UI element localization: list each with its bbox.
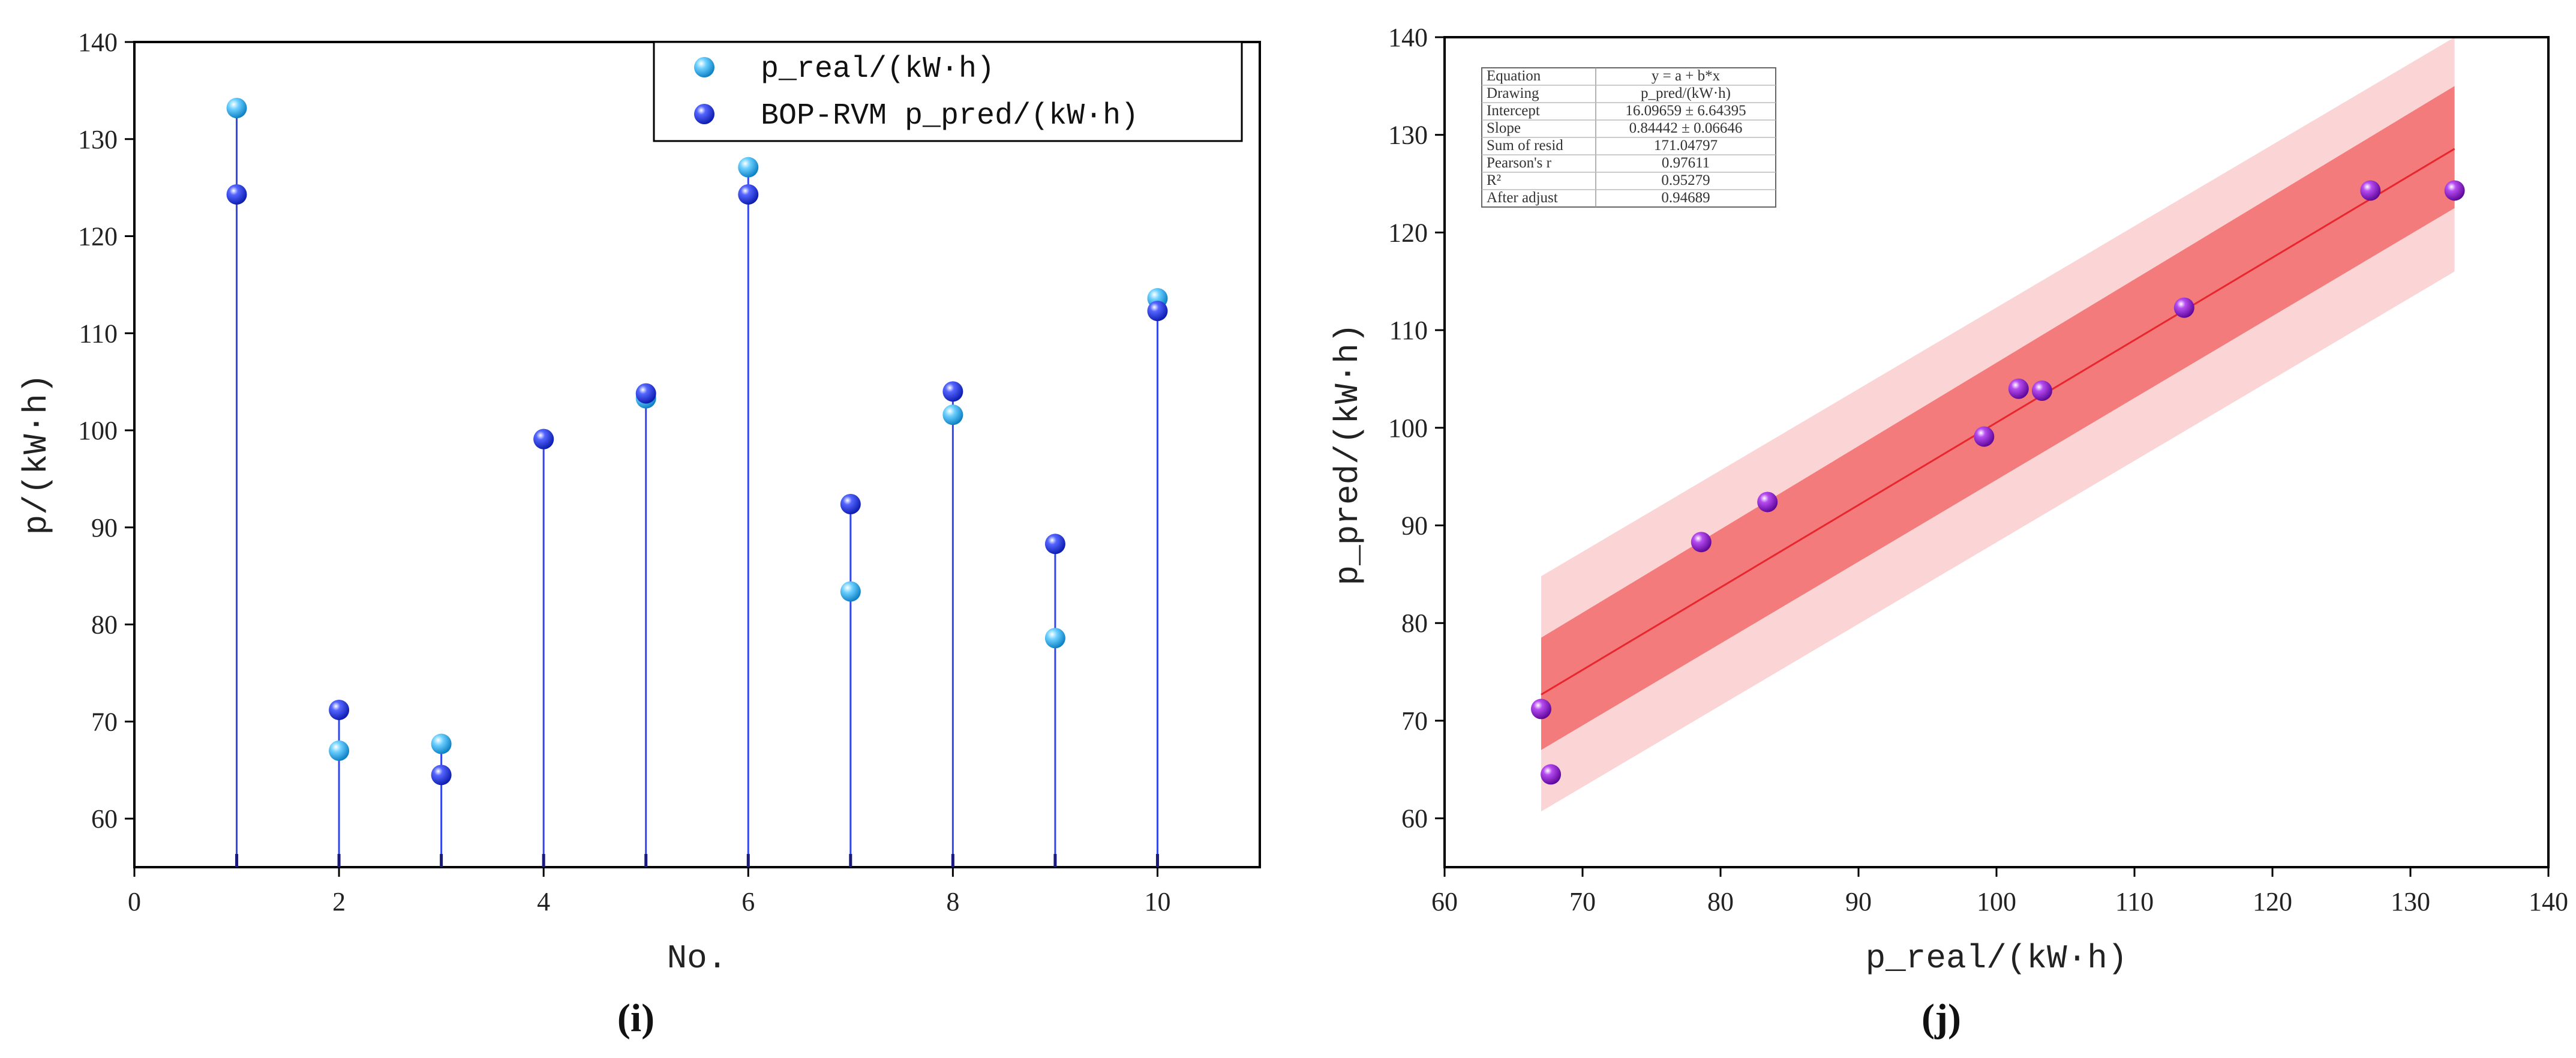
stats-table-label: Intercept: [1487, 103, 1540, 119]
real-value-marker: [738, 157, 759, 178]
stats-table-value: 171.04797: [1654, 137, 1718, 154]
y-tick-label: 110: [1389, 316, 1428, 345]
regression-line: [1541, 148, 2455, 696]
x-tick-label: 4: [537, 887, 550, 916]
y-tick-label: 120: [78, 222, 118, 251]
scatter-chart-x-axis-label: p_real/(kW·h): [1866, 939, 2128, 978]
y-tick-label: 80: [1401, 609, 1428, 638]
stem-chart-panel: 0 2 4 6 8 10 60 70 80 90 100 110 120 130 140 No. p/(k…: [17, 28, 1261, 1040]
predicted-value-marker: [431, 765, 452, 786]
data-point: [1757, 491, 1778, 512]
y-tick-label: 120: [1388, 218, 1428, 247]
x-tick-label: 120: [2253, 887, 2292, 916]
data-point: [2444, 180, 2465, 201]
legend-box: [653, 41, 1243, 142]
x-tick-label: 6: [741, 887, 755, 916]
predicted-value-marker: [1044, 534, 1065, 555]
predicted-value-marker: [533, 428, 554, 449]
panel-label-i: (i): [617, 996, 654, 1040]
data-point: [2008, 378, 2029, 399]
predicted-value-marker: [635, 383, 656, 404]
real-value-marker: [942, 404, 963, 425]
scatter-chart-y-axis-label: p_pred/(kW·h): [1329, 323, 1367, 586]
legend-label-pred: BOP-RVM p_pred/(kW·h): [761, 99, 1139, 133]
x-tick-label: 60: [1431, 887, 1458, 916]
data-point: [2173, 297, 2194, 318]
legend-label-real: p_real/(kW·h): [761, 52, 995, 86]
data-point: [1691, 532, 1712, 553]
stem-chart-y-axis-label: p/(kW·h): [17, 374, 56, 535]
data-point: [2360, 180, 2381, 201]
y-tick-label: 90: [91, 513, 118, 543]
y-tick-label: 90: [1401, 511, 1428, 541]
y-tick-label: 100: [78, 416, 118, 445]
predicted-value-marker: [738, 184, 759, 205]
panel-label-j: (j): [1922, 996, 1961, 1040]
real-value-marker: [431, 733, 452, 754]
x-tick-label: 70: [1569, 887, 1596, 916]
x-tick-label: 80: [1707, 887, 1734, 916]
x-tick-label: 10: [1144, 887, 1170, 916]
stem-chart-x-axis-label: No.: [667, 939, 728, 978]
stats-table-value: 0.95279: [1661, 172, 1710, 188]
predicted-value-marker: [942, 381, 963, 402]
y-tick-label: 130: [1388, 121, 1428, 150]
scatter-chart-panel: 60 70 80 90 100 110 120 130 140 60 70 80 90 100 110 12…: [1329, 23, 2568, 1040]
x-tick-label: 100: [1977, 887, 2016, 916]
x-tick-label: 0: [128, 887, 141, 916]
y-tick-label: 110: [79, 319, 118, 348]
predicted-value-marker: [1147, 301, 1168, 322]
stats-table-label: After adjust: [1487, 190, 1558, 206]
x-tick-label: 130: [2391, 887, 2430, 916]
x-tick-label: 2: [332, 887, 346, 916]
y-tick-label: 140: [78, 28, 118, 57]
x-tick-label: 140: [2529, 887, 2568, 916]
stem-chart-legend: p_real/(kW·h) BOP-RVM p_pred/(kW·h): [653, 41, 1243, 142]
stats-table-value: 0.97611: [1662, 155, 1710, 171]
real-value-marker: [329, 740, 350, 761]
stats-table-label: Drawing: [1487, 85, 1539, 101]
stats-table-label: R²: [1487, 172, 1501, 188]
stats-table-value: y = a + b*x: [1652, 68, 1721, 84]
predicted-value-marker: [329, 699, 350, 720]
legend-marker-real: [694, 57, 714, 77]
y-tick-label: 80: [91, 610, 118, 640]
stats-table-value: 0.94689: [1661, 190, 1710, 206]
real-value-marker: [840, 581, 861, 602]
real-value-marker: [226, 98, 247, 118]
predicted-value-marker: [226, 184, 247, 205]
y-tick-label: 100: [1388, 413, 1428, 443]
x-tick-label: 110: [2115, 887, 2154, 916]
y-tick-label: 140: [1388, 23, 1428, 52]
y-tick-label: 70: [1401, 706, 1428, 736]
stats-table-label: Slope: [1487, 120, 1521, 136]
legend-marker-pred: [694, 104, 714, 124]
y-tick-label: 60: [1401, 804, 1428, 834]
x-tick-label: 8: [946, 887, 959, 916]
stats-table-label: Pearson's r: [1487, 155, 1552, 171]
predicted-value-marker: [840, 494, 861, 514]
real-value-marker: [1044, 628, 1065, 649]
stats-table-value: 0.84442 ± 0.06646: [1629, 120, 1743, 136]
data-point: [1531, 699, 1551, 720]
confidence-band: [1541, 86, 2455, 750]
stats-table-label: Equation: [1487, 68, 1541, 84]
fit-statistics-table: Equation y = a + b*x Drawing p_pred/(kW·h) I…: [1481, 67, 1776, 208]
stats-table-label: Sum of resid: [1487, 137, 1563, 154]
data-point: [2031, 380, 2052, 401]
y-tick-label: 70: [91, 707, 118, 736]
stem-chart-plot-frame: [133, 41, 1261, 868]
data-point: [1974, 426, 1995, 447]
data-point: [1541, 764, 1562, 785]
stats-table-value: 16.09659 ± 6.64395: [1625, 103, 1746, 119]
y-tick-label: 130: [78, 125, 118, 154]
stats-table-value: p_pred/(kW·h): [1641, 85, 1731, 101]
x-tick-label: 90: [1845, 887, 1872, 916]
y-tick-label: 60: [91, 804, 118, 834]
